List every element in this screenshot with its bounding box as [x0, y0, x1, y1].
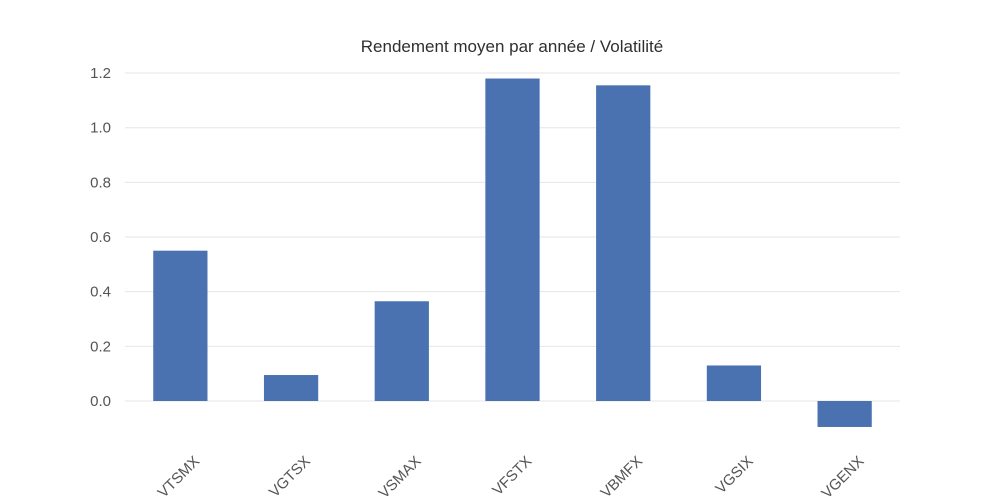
- bar-vgtsx: [263, 375, 319, 401]
- x-tick-label: VFSTX: [489, 453, 535, 499]
- x-tick-label: VSMAX: [375, 453, 424, 500]
- bar-vsmax: [374, 301, 429, 401]
- x-tick-label: VGSIX: [712, 453, 756, 497]
- y-tick-label: 0.6: [90, 229, 111, 246]
- x-tick-label: VGTSX: [266, 453, 314, 500]
- x-tick-label: VBMFX: [597, 453, 646, 500]
- y-tick-label: 0.4: [90, 284, 111, 301]
- bar-vfstx: [485, 78, 540, 402]
- x-axis-labels: VTSMX VGTSX VSMAX VFSTX VBMFX VGSIX VGENX: [155, 453, 868, 500]
- y-tick-label: 0.2: [90, 338, 111, 355]
- y-tick-label: 1.0: [90, 120, 111, 137]
- chart-title: Rendement moyen par année / Volatilité: [361, 37, 663, 56]
- bar-vtsmx: [153, 250, 208, 401]
- y-tick-label: 1.2: [90, 65, 111, 82]
- bar-vbmfx: [596, 85, 651, 401]
- y-tick-label: 0.8: [90, 174, 111, 191]
- bar-vgenx: [817, 401, 872, 427]
- bar-vgsix: [706, 365, 762, 401]
- y-tick-label: 0.0: [90, 393, 111, 410]
- x-tick-label: VGENX: [818, 453, 867, 500]
- bars: [153, 78, 872, 427]
- y-axis-ticks: 0.0 0.2 0.4 0.6 0.8 1.0 1.2: [90, 65, 111, 410]
- x-tick-label: VTSMX: [155, 453, 204, 500]
